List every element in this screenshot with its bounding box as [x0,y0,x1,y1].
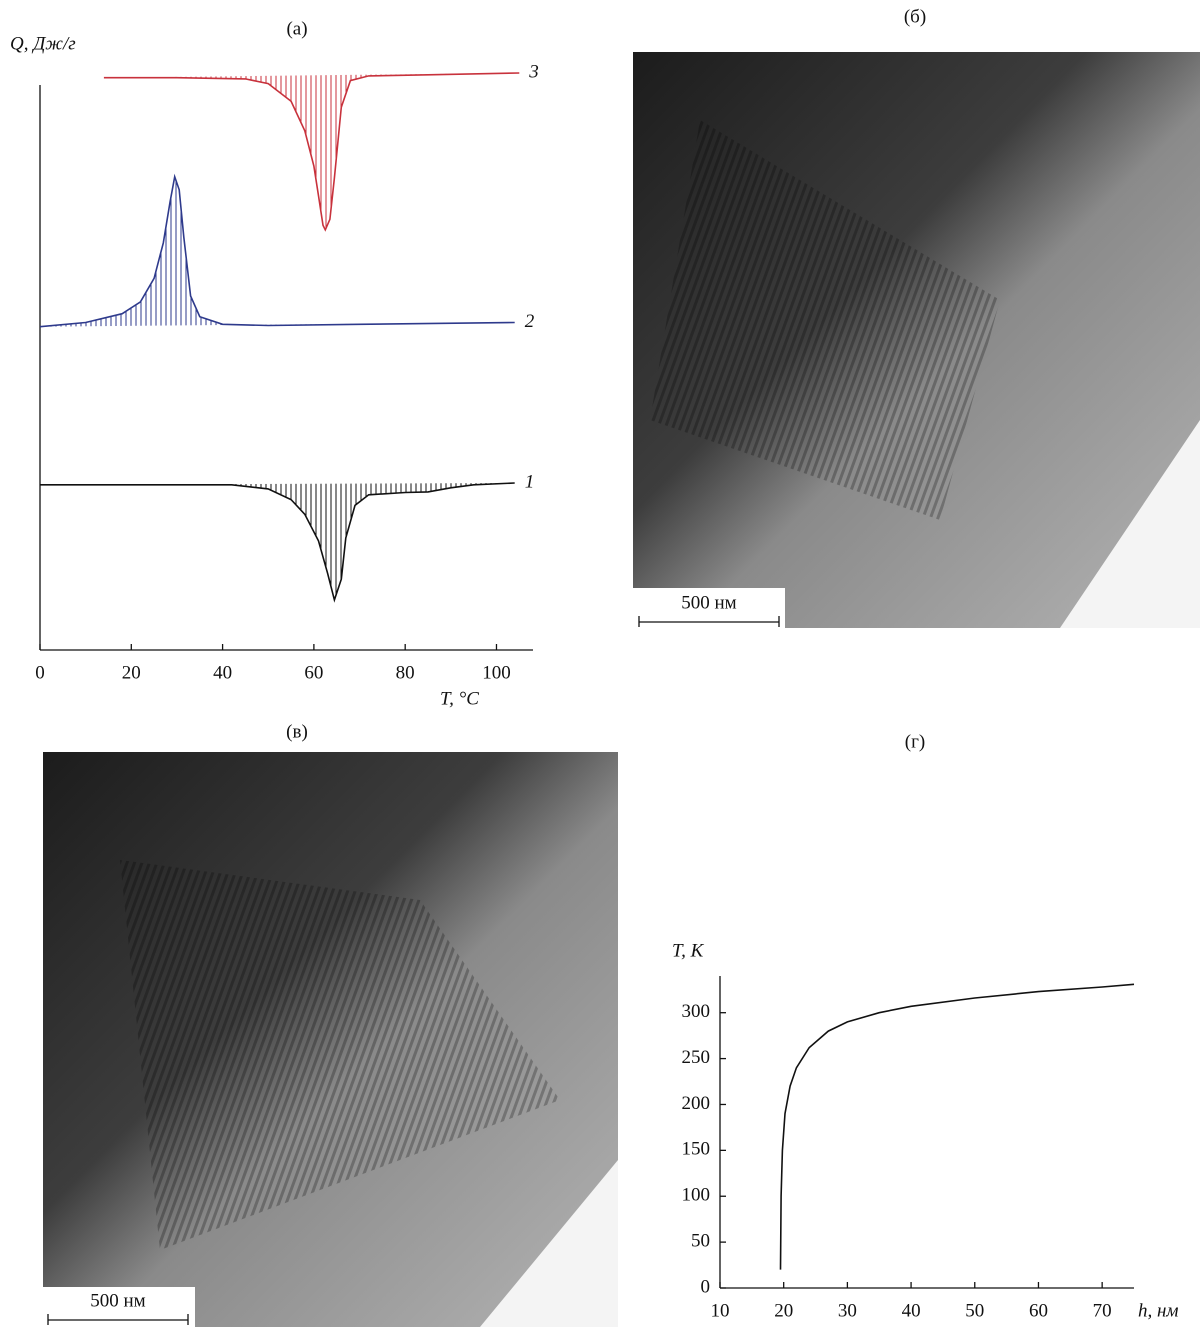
series-label: 2 [525,311,535,332]
series-label: 3 [528,61,539,82]
x-tick-label: 70 [1093,1300,1112,1321]
data-line [39,173,515,328]
data-line [779,983,1135,1270]
x-tick-label: 80 [396,662,415,683]
x-tick-label: 50 [965,1300,984,1321]
scale-bar-label: 500 нм [90,1290,145,1311]
x-tick-label: 100 [482,662,511,683]
micrograph: 500 нм [633,52,1200,628]
panel-label: (а) [286,18,307,39]
y-tick-label: 200 [682,1093,711,1114]
x-tick-label: 30 [838,1300,857,1321]
series-label: 1 [525,471,535,492]
x-tick-label: 0 [35,662,45,683]
y-tick-label: 250 [682,1047,711,1068]
y-tick-label: 150 [682,1139,711,1160]
y-tick-label: 50 [691,1230,710,1251]
x-tick-label: 20 [122,662,141,683]
micrograph: 500 нм [43,752,618,1327]
x-tick-label: 60 [304,662,323,683]
panel-label: (в) [286,721,308,742]
x-tick-label: 20 [774,1300,793,1321]
y-axis-label: Q, Дж/г [10,33,76,54]
scale-bar-label: 500 нм [681,592,736,613]
y-axis-label: T, K [672,940,705,961]
panel-label: (г) [905,731,925,752]
y-tick-label: 0 [701,1276,711,1297]
y-tick-label: 100 [682,1185,711,1206]
x-axis-label: T, °C [440,688,479,709]
x-tick-label: 10 [711,1300,730,1321]
x-axis-label: h, нм [1138,1300,1179,1321]
x-tick-label: 40 [902,1300,921,1321]
x-tick-label: 40 [213,662,232,683]
y-tick-label: 300 [682,1001,711,1022]
panel-label: (б) [904,6,926,27]
x-tick-label: 60 [1029,1300,1048,1321]
data-line [40,482,515,603]
data-line [103,72,520,232]
